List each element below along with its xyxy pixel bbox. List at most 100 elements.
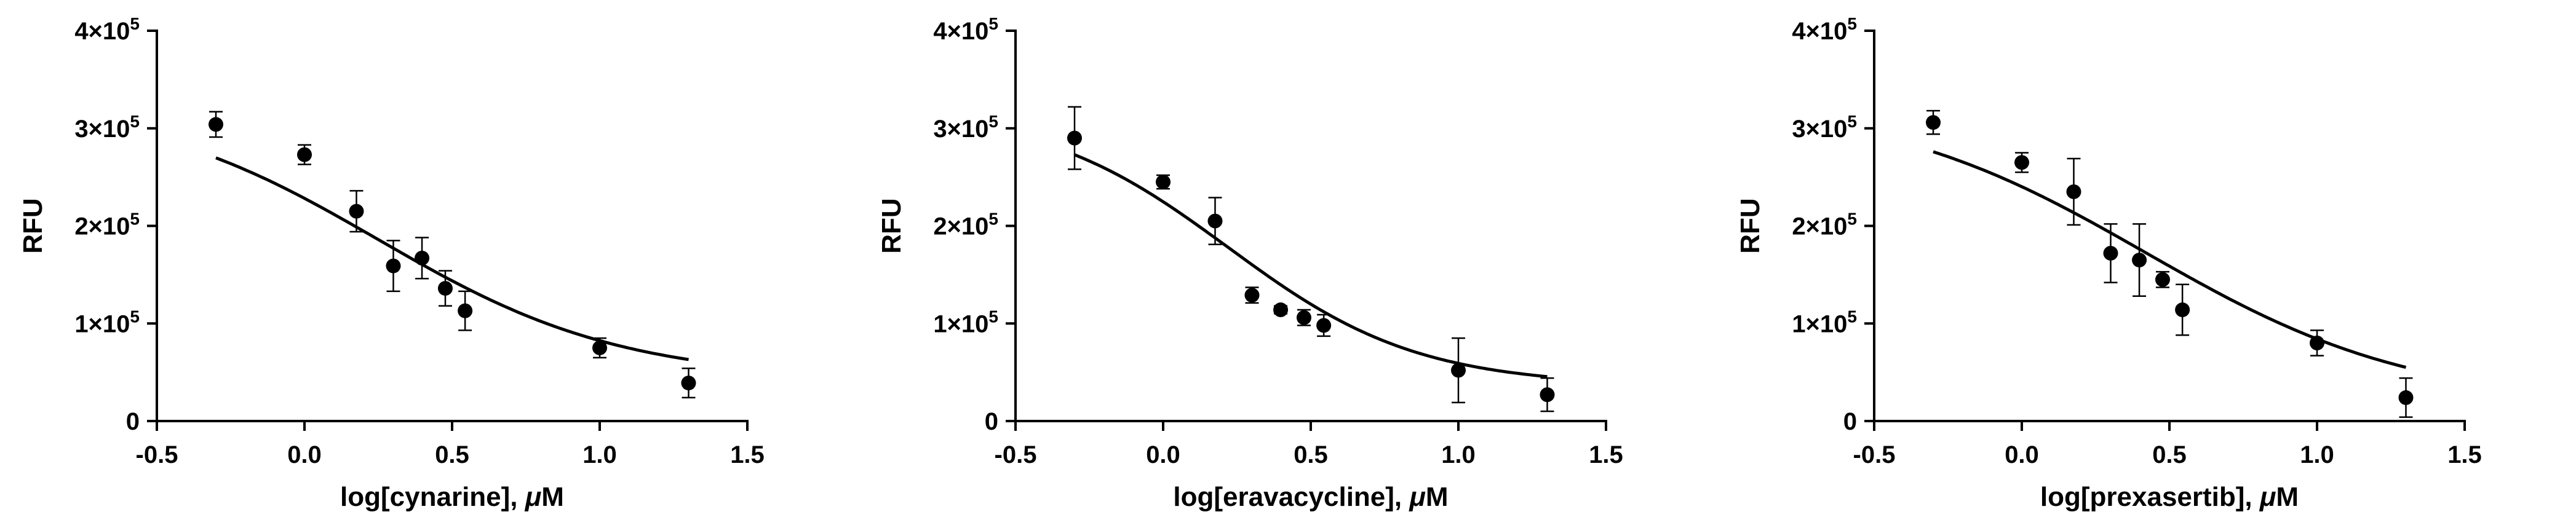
x-tick-label: -0.5	[995, 441, 1037, 468]
data-point	[386, 258, 401, 274]
y-axis-title: RFU	[1735, 198, 1765, 253]
x-tick-label: 0.5	[1294, 441, 1328, 468]
x-tick-label: 1.5	[730, 441, 765, 468]
y-tick-mantissa: 1×10	[74, 310, 130, 337]
y-tick-label: 1×105	[74, 307, 140, 337]
data-point	[1451, 363, 1466, 378]
y-tick-mantissa: 1×10	[1792, 310, 1847, 337]
data-point	[2103, 245, 2118, 261]
x-axis-title-text: log[eravacycline],	[1173, 482, 1409, 512]
x-tick-label: 0.5	[435, 441, 469, 468]
x-tick-label: 0.0	[287, 441, 322, 468]
y-tick-exponent: 5	[1847, 14, 1857, 33]
data-point	[1244, 288, 1260, 303]
data-point	[1067, 130, 1082, 146]
fit-curve	[1933, 150, 2407, 369]
data-point	[2398, 390, 2414, 405]
y-tick-mantissa: 4×10	[933, 18, 988, 45]
fit-curve	[1074, 153, 1548, 379]
data-point	[1296, 310, 1311, 325]
data-point	[681, 376, 696, 391]
y-tick-label: 4×105	[933, 14, 998, 45]
y-tick-mantissa: 2×10	[1792, 213, 1847, 240]
data-point	[209, 117, 223, 132]
x-axis-title-unit-prefix: μ	[2259, 482, 2276, 512]
y-tick-exponent: 5	[1847, 112, 1857, 131]
y-tick-mantissa: 0	[1843, 408, 1857, 435]
y-tick-exponent: 5	[988, 307, 998, 326]
y-tick-label: 3×105	[74, 112, 140, 143]
y-tick-mantissa: 3×10	[74, 116, 130, 143]
fit-curve	[215, 156, 689, 361]
x-tick-label: 1.0	[582, 441, 617, 468]
x-tick-label: 0.0	[2005, 441, 2039, 468]
x-axis-title-text: log[cynarine],	[340, 482, 525, 512]
y-tick-mantissa: 0	[985, 408, 998, 435]
y-tick-mantissa: 2×10	[933, 213, 988, 240]
y-tick-label: 0	[985, 408, 998, 435]
data-point	[2014, 155, 2029, 170]
x-axis-title-unit-prefix: μ	[1408, 482, 1426, 512]
y-tick-label: 2×105	[74, 210, 140, 240]
x-tick-label: -0.5	[1853, 441, 1896, 468]
data-point	[2155, 272, 2170, 287]
y-tick-mantissa: 2×10	[74, 213, 130, 240]
y-tick-label: 1×105	[1792, 307, 1857, 337]
y-tick-label: 2×105	[933, 210, 998, 240]
x-axis-title-unit-prefix: μ	[524, 482, 542, 512]
x-axis-title-text: log[prexasertib],	[2040, 482, 2260, 512]
data-point	[2175, 302, 2190, 318]
y-axis-title: RFU	[877, 198, 907, 253]
x-axis-title: log[eravacycline], μM	[1173, 482, 1448, 512]
y-tick-label: 0	[126, 408, 140, 435]
data-point	[2132, 253, 2147, 268]
y-tick-exponent: 5	[1847, 210, 1857, 229]
y-tick-mantissa: 3×10	[1792, 116, 1847, 143]
y-tick-label: 4×105	[1792, 14, 1857, 45]
y-tick-label: 3×105	[1792, 112, 1857, 143]
data-point	[1316, 318, 1332, 333]
y-tick-exponent: 5	[130, 210, 140, 229]
x-tick-label: 0.5	[2152, 441, 2187, 468]
x-tick-label: 1.5	[2447, 441, 2482, 468]
y-tick-label: 4×105	[74, 14, 140, 45]
x-tick-label: 0.0	[1146, 441, 1180, 468]
data-point	[2066, 184, 2081, 199]
y-tick-exponent: 5	[988, 14, 998, 33]
x-tick-label: -0.5	[136, 441, 178, 468]
y-tick-label: 3×105	[933, 112, 998, 143]
data-point	[297, 147, 312, 162]
x-tick-label: 1.0	[2300, 441, 2334, 468]
data-point	[1207, 213, 1223, 229]
data-point	[592, 340, 607, 355]
x-axis-title-unit: M	[1426, 482, 1449, 512]
y-tick-exponent: 5	[988, 112, 998, 131]
data-point	[458, 303, 473, 318]
x-axis-title: log[prexasertib], μM	[2040, 482, 2299, 512]
y-tick-label: 1×105	[933, 307, 998, 337]
y-tick-mantissa: 0	[126, 408, 140, 435]
x-axis-title: log[cynarine], μM	[340, 482, 564, 512]
x-tick-label: 1.5	[1589, 441, 1623, 468]
data-point	[1926, 115, 1941, 130]
y-tick-label: 2×105	[1792, 210, 1857, 240]
y-axis-title: RFU	[18, 198, 48, 253]
y-tick-mantissa: 4×10	[74, 18, 130, 45]
y-tick-mantissa: 1×10	[933, 310, 988, 337]
chart-panel-cynarine: 0 1×105 2×105 3×105 4×105 -0.5 0.0 0.5 1.0 1.5 RFU…	[0, 0, 859, 528]
x-axis-title-unit: M	[2276, 482, 2299, 512]
chart-panel-eravacycline: 0 1×105 2×105 3×105 4×105 -0.5 0.0 0.5 1.0 1.5 RFU…	[859, 0, 1717, 528]
y-tick-mantissa: 3×10	[933, 116, 988, 143]
data-point	[415, 250, 430, 266]
y-tick-mantissa: 4×10	[1792, 18, 1847, 45]
y-tick-exponent: 5	[130, 112, 140, 131]
chart-panel-prexasertib: 0 1×105 2×105 3×105 4×105 -0.5 0.0 0.5 1.0 1.5 RFU…	[1717, 0, 2576, 528]
y-tick-exponent: 5	[130, 307, 140, 326]
y-tick-exponent: 5	[1847, 307, 1857, 326]
data-point	[1273, 302, 1289, 318]
data-point	[2310, 336, 2324, 350]
data-point	[1540, 387, 1555, 403]
